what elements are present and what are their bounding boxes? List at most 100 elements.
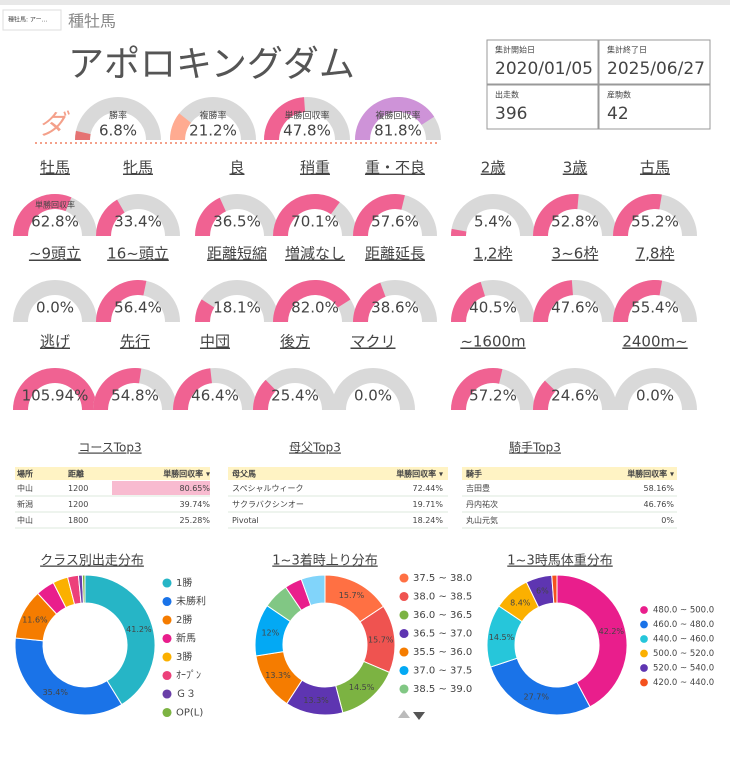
gauge-label: 重・不良	[365, 159, 425, 177]
gauge-arc	[451, 368, 503, 410]
gauge-track	[451, 194, 535, 236]
legend-label: 520.0 ~ 540.0	[653, 664, 714, 674]
gauge-arc	[195, 197, 226, 236]
stat-label: 産駒数	[607, 90, 631, 100]
gauge-label: 後方	[280, 333, 310, 351]
gauge-arc	[533, 280, 573, 322]
gauge-arc	[264, 97, 306, 140]
gauge-arc	[170, 113, 191, 140]
table-cell: 丹内祐次	[466, 499, 498, 509]
table-cell: 39.74%	[179, 500, 210, 509]
gauge-label: 7,8枠	[636, 245, 675, 263]
gauge-arc	[75, 130, 91, 140]
gauge-value: 54.8%	[111, 387, 159, 405]
slice-label: 42.2%	[599, 627, 625, 636]
slice-label: 14.5%	[489, 633, 515, 642]
slice-label: 27.7%	[524, 693, 550, 702]
legend-swatch	[640, 606, 648, 614]
gauge-track	[170, 97, 256, 140]
donut-slice	[14, 637, 123, 716]
gauge-value: 81.8%	[374, 122, 422, 140]
gauge-label: 3~6枠	[552, 245, 599, 263]
stat-value: 396	[495, 104, 527, 124]
gauge-arc	[93, 368, 142, 410]
gauge-label: 16~頭立	[107, 245, 169, 263]
gauge-value: 5.4%	[474, 213, 512, 231]
table-cell: 58.16%	[643, 484, 674, 493]
gauge-arc	[355, 96, 435, 140]
table-cell: 0%	[661, 516, 674, 525]
stat-label: 集計開始日	[495, 45, 535, 55]
gauge-arc	[273, 193, 340, 236]
gauge-value: 55.4%	[631, 299, 679, 317]
table-header-cell: 単勝回収率 ▾	[627, 469, 674, 479]
gauge-value: 57.6%	[371, 213, 419, 231]
table-cell: 19.71%	[412, 500, 443, 509]
gauge-label: 増減なし	[285, 245, 345, 263]
legend-label: ｵｰﾌﾟﾝ	[176, 670, 201, 682]
gauge-label: 2歳	[481, 159, 506, 177]
table-cell: 18.24%	[412, 516, 443, 525]
stat-value: 2020/01/05	[495, 59, 593, 79]
donut-title: クラス別出走分布	[40, 554, 144, 569]
gauge-value: 33.4%	[114, 213, 162, 231]
gauge-value: 57.2%	[469, 387, 517, 405]
gauge-arc	[353, 193, 405, 236]
legend-swatch	[399, 665, 409, 676]
gauge-label: 良	[229, 159, 244, 177]
gauge-value: 55.2%	[631, 213, 679, 231]
table-cell: 1200	[68, 500, 88, 509]
gauge-label: 先行	[120, 333, 150, 351]
legend-label: 460.0 ~ 480.0	[653, 620, 714, 630]
gauge-value: 21.2%	[189, 122, 237, 140]
gauge-label: 1,2枠	[474, 245, 513, 263]
donut-slice	[300, 574, 326, 607]
legend-label: 37.5 ~ 38.0	[413, 573, 472, 584]
gauge-arc	[253, 379, 277, 410]
gauge-arc	[13, 194, 72, 236]
gauge-arc	[451, 281, 486, 322]
gauge-arc	[613, 280, 663, 322]
legend-swatch	[162, 578, 172, 588]
gauge-label: マクリ	[350, 333, 395, 351]
table-cell: 吉田豊	[466, 483, 490, 493]
legend-label: Ｇ３	[176, 689, 196, 700]
legend-swatch	[640, 620, 648, 629]
table-cell: 中山	[17, 515, 33, 525]
slice-label: 15.7%	[339, 591, 365, 600]
gauge-value: 40.5%	[469, 299, 517, 317]
surface: ダ	[38, 108, 70, 141]
selector-box[interactable]	[2, 9, 62, 31]
table-cell: 丸山元気	[466, 515, 498, 525]
gauge-value: 70.1%	[291, 213, 339, 231]
gauge-value: 62.8%	[31, 213, 79, 231]
legend-label: 480.0 ~ 500.0	[653, 606, 714, 616]
legend-swatch	[162, 652, 172, 662]
table-header	[15, 467, 210, 480]
legend-label: 440.0 ~ 460.0	[653, 635, 714, 645]
gauge-label: 牡馬	[40, 159, 70, 177]
legend-label: 1勝	[176, 576, 192, 589]
stat-box	[486, 84, 599, 130]
horse-name: アポロキングダム	[68, 44, 355, 85]
table-title: 騎手Top3	[509, 441, 561, 455]
table-cell: 新潟	[17, 499, 33, 509]
selector[interactable]: 種牡馬: アー…	[8, 16, 48, 24]
gauge-label: 3歳	[563, 159, 588, 177]
table-cell: 中山	[17, 483, 33, 493]
table-cell: サクラバクシンオー	[232, 500, 304, 509]
slice-label: 14.5%	[349, 683, 375, 692]
table-header-cell: 母父馬	[232, 470, 256, 479]
stat-value: 2025/06/27	[607, 59, 705, 79]
legend-label: 未勝利	[176, 595, 206, 608]
gauge-label: 中団	[200, 333, 230, 351]
gauge-track	[253, 368, 337, 410]
legend-swatch	[162, 596, 172, 607]
slice-label: 12%	[261, 628, 279, 637]
gauge-arc	[195, 299, 215, 322]
table-cell: 1800	[68, 516, 88, 525]
page-up[interactable]	[398, 710, 410, 718]
page-down[interactable]	[413, 712, 425, 720]
metric-label: 単勝回収率	[35, 200, 75, 210]
slice-label: 11.6%	[22, 615, 48, 624]
